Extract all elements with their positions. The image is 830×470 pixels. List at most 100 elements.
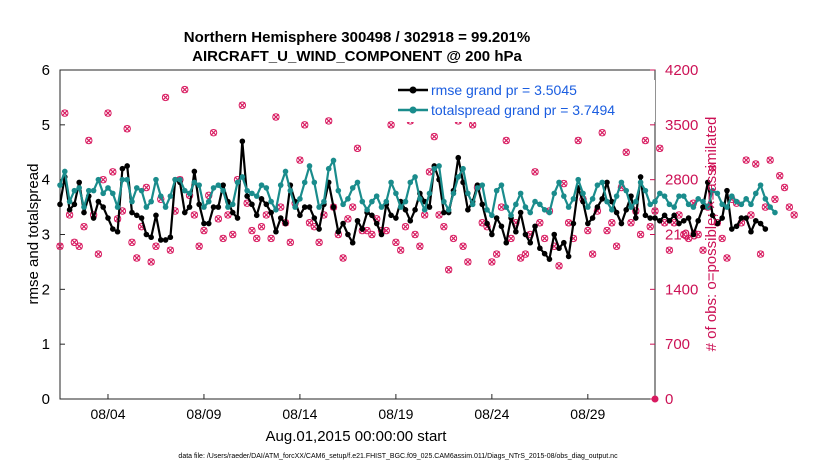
totalspread-point bbox=[537, 201, 543, 208]
rmse-point bbox=[498, 223, 505, 230]
rmse-point bbox=[690, 231, 697, 238]
rmse-point bbox=[277, 215, 284, 221]
totalspread-point bbox=[551, 190, 558, 197]
obs-assimilated-marker bbox=[301, 121, 308, 129]
totalspread-point bbox=[493, 187, 500, 194]
totalspread-point bbox=[618, 179, 625, 186]
rmse-point bbox=[373, 220, 380, 227]
obs-count-point bbox=[392, 238, 400, 247]
rmse-point bbox=[57, 201, 63, 208]
totalspread-point bbox=[700, 198, 706, 205]
rmse-point bbox=[249, 201, 255, 208]
totalspread-point bbox=[724, 204, 730, 210]
totalspread-point bbox=[738, 201, 745, 208]
obs-possible-marker bbox=[766, 156, 774, 164]
totalspread-point bbox=[460, 165, 466, 172]
obs-possible-marker bbox=[752, 160, 760, 168]
rmse-point bbox=[489, 231, 495, 238]
totalspread-point bbox=[61, 168, 68, 175]
totalspread-point bbox=[748, 201, 754, 208]
obs-assimilated-marker bbox=[344, 215, 352, 223]
obs-count-point bbox=[742, 156, 750, 164]
rmse-point bbox=[229, 209, 236, 216]
obs-possible-marker bbox=[272, 113, 280, 121]
obs-count-point bbox=[85, 136, 93, 145]
rmse-point bbox=[402, 207, 409, 213]
rmse-point bbox=[565, 253, 572, 260]
obs-assimilated-marker bbox=[786, 203, 793, 211]
chart-title-line1: Northern Hemisphere 300498 / 302918 = 99… bbox=[184, 29, 530, 46]
obs-possible-marker bbox=[61, 109, 69, 117]
totalspread-point bbox=[354, 179, 361, 186]
totalspread-point bbox=[263, 185, 270, 191]
totalspread-point bbox=[253, 193, 260, 199]
totalspread-point bbox=[162, 204, 169, 210]
rmse-point bbox=[656, 217, 663, 224]
y-axis-label-right: # of obs: o=possible; ×=assimilated bbox=[703, 117, 720, 352]
obs-assimilated-marker bbox=[651, 207, 659, 215]
obs-assimilated-marker bbox=[267, 235, 275, 242]
y-tick-label-left: 6 bbox=[42, 62, 50, 79]
obs-assimilated-marker bbox=[195, 243, 203, 250]
obs-possible-marker bbox=[584, 226, 592, 235]
rmse-point bbox=[709, 212, 716, 219]
obs-assimilated-marker bbox=[459, 243, 467, 250]
obs-possible-marker bbox=[349, 203, 357, 211]
rmse-point bbox=[119, 165, 126, 172]
obs-count-point bbox=[104, 109, 112, 117]
obs-count-point bbox=[56, 242, 64, 250]
obs-possible-marker bbox=[325, 117, 333, 125]
x-tick-label: 08/19 bbox=[378, 406, 413, 422]
obs-count-point bbox=[449, 234, 458, 243]
totalspread-point bbox=[647, 201, 654, 208]
obs-assimilated-marker bbox=[613, 243, 620, 250]
obs-assimilated-marker bbox=[656, 145, 664, 152]
rmse-point bbox=[676, 220, 682, 227]
obs-assimilated-marker bbox=[421, 211, 428, 219]
rmse-point bbox=[393, 215, 399, 221]
totalspread-point bbox=[335, 187, 342, 194]
rmse-point bbox=[704, 179, 711, 186]
obs-possible-marker bbox=[128, 238, 136, 247]
rmse-point bbox=[100, 204, 106, 210]
obs-assimilated-marker bbox=[503, 137, 510, 144]
rmse-point bbox=[330, 204, 337, 210]
obs-assimilated-marker bbox=[555, 262, 563, 270]
rmse-point bbox=[124, 163, 130, 169]
obs-assimilated-marker bbox=[598, 129, 606, 136]
obs-assimilated-marker bbox=[694, 231, 702, 238]
totalspread-point bbox=[71, 187, 78, 194]
obs-possible-marker bbox=[339, 254, 347, 262]
chart-title-line2: AIRCRAFT_U_WIND_COMPONENT @ 200 hPa bbox=[192, 48, 522, 65]
obs-possible-marker bbox=[301, 121, 309, 129]
obs-count-point bbox=[349, 203, 357, 211]
rmse-point bbox=[604, 179, 610, 186]
obs-possible-marker bbox=[70, 238, 79, 247]
obs-assimilated-marker bbox=[464, 258, 472, 266]
obs-count-point bbox=[257, 222, 266, 231]
obs-possible-marker bbox=[464, 258, 472, 266]
rmse-point bbox=[546, 256, 553, 262]
obs-count-point bbox=[416, 242, 424, 250]
obs-count-point bbox=[627, 219, 635, 227]
x-tick-label: 08/24 bbox=[474, 406, 509, 422]
obs-assimilated-marker bbox=[104, 109, 112, 117]
rmse-point bbox=[215, 204, 222, 210]
obs-assimilated-marker bbox=[603, 227, 611, 234]
obs-possible-marker bbox=[536, 219, 544, 227]
rmse-point bbox=[561, 239, 567, 246]
obs-assimilated-marker bbox=[152, 243, 160, 250]
obs-count-point bbox=[444, 266, 453, 274]
y-tick-label-right: 3500 bbox=[665, 117, 698, 134]
obs-possible-marker bbox=[627, 219, 635, 227]
totalspread-point bbox=[167, 193, 174, 199]
totalspread-point bbox=[685, 201, 692, 208]
totalspread-point bbox=[503, 204, 510, 210]
obs-possible-marker bbox=[531, 168, 539, 176]
rmse-point bbox=[455, 154, 462, 161]
rmse-point bbox=[671, 212, 677, 219]
rmse-point bbox=[484, 220, 490, 227]
obs-assimilated-marker bbox=[666, 246, 673, 254]
rmse-point bbox=[762, 226, 769, 232]
rmse-point bbox=[191, 168, 198, 175]
